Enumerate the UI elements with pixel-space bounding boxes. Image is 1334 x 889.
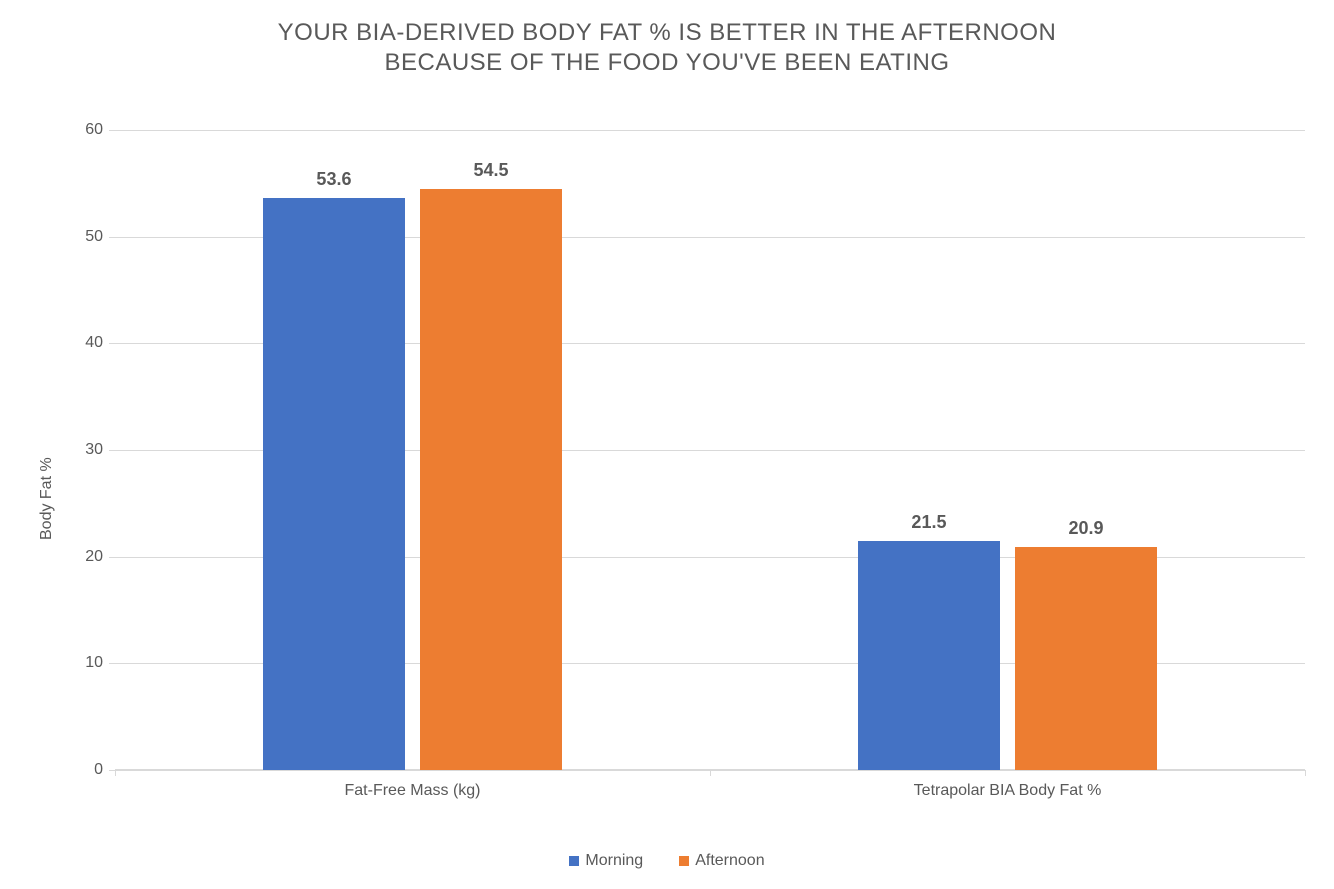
y-tick-label: 20	[85, 548, 103, 566]
chart-container: YOUR BIA-DERIVED BODY FAT % IS BETTER IN…	[0, 0, 1334, 889]
bar	[420, 189, 563, 770]
legend-label: Morning	[585, 852, 643, 870]
y-tick-mark	[109, 343, 115, 344]
y-tick-mark	[109, 557, 115, 558]
bar	[858, 541, 1001, 770]
chart-title-line1: YOUR BIA-DERIVED BODY FAT % IS BETTER IN…	[278, 19, 1057, 46]
y-tick-mark	[109, 130, 115, 131]
bar-value-label: 54.5	[474, 160, 509, 181]
x-category-label: Fat-Free Mass (kg)	[344, 782, 480, 800]
bar-value-label: 20.9	[1069, 518, 1104, 539]
y-tick-label: 50	[85, 228, 103, 246]
legend-item: Afternoon	[679, 852, 764, 870]
y-tick-mark	[109, 663, 115, 664]
legend-swatch	[679, 856, 689, 866]
y-tick-mark	[109, 450, 115, 451]
bar-value-label: 53.6	[316, 169, 351, 190]
x-tick-mark	[710, 770, 711, 776]
plot-area: 0102030405060Fat-Free Mass (kg)53.654.5T…	[115, 130, 1305, 770]
bar	[263, 198, 406, 770]
chart-title-line2: BECAUSE OF THE FOOD YOU'VE BEEN EATING	[384, 49, 949, 76]
y-tick-label: 40	[85, 334, 103, 352]
gridline	[115, 130, 1305, 131]
legend-label: Afternoon	[695, 852, 764, 870]
bar-value-label: 21.5	[911, 512, 946, 533]
legend: Morning Afternoon	[0, 852, 1334, 871]
y-tick-label: 30	[85, 441, 103, 459]
legend-swatch	[569, 856, 579, 866]
y-tick-label: 10	[85, 654, 103, 672]
x-category-label: Tetrapolar BIA Body Fat %	[914, 782, 1102, 800]
x-tick-mark	[1305, 770, 1306, 776]
y-tick-mark	[109, 237, 115, 238]
y-axis-label: Body Fat %	[38, 457, 56, 540]
y-tick-label: 60	[85, 121, 103, 139]
legend-item: Morning	[569, 852, 643, 870]
y-tick-label: 0	[94, 761, 103, 779]
chart-title: YOUR BIA-DERIVED BODY FAT % IS BETTER IN…	[0, 18, 1334, 78]
x-tick-mark	[115, 770, 116, 776]
bar	[1015, 547, 1158, 770]
